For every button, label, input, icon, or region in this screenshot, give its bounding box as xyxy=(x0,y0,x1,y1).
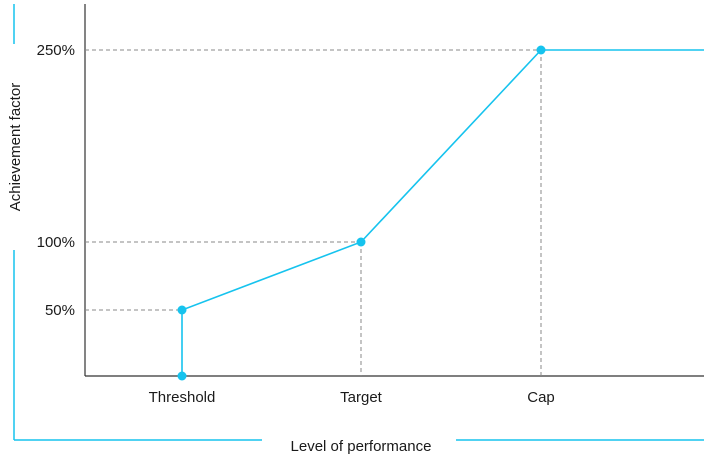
data-point-2 xyxy=(356,237,366,247)
series-line xyxy=(181,49,704,376)
tick-labels: Threshold Target Cap 50% 100% 250% xyxy=(37,42,555,406)
y-axis-title: Achievement factor xyxy=(7,83,24,211)
data-point-1 xyxy=(177,305,187,315)
series-group xyxy=(177,45,704,381)
data-point-3 xyxy=(536,45,546,55)
y-tick-label-100: 100% xyxy=(37,234,75,251)
data-point-0 xyxy=(177,371,187,381)
x-tick-label-threshold: Threshold xyxy=(149,389,216,406)
x-tick-label-cap: Cap xyxy=(527,389,555,406)
x-axis-title: Level of performance xyxy=(291,438,432,455)
guide-lines xyxy=(85,49,542,376)
y-tick-label-250: 250% xyxy=(37,42,75,59)
x-tick-label-target: Target xyxy=(340,389,383,406)
y-tick-label-50: 50% xyxy=(45,302,75,319)
